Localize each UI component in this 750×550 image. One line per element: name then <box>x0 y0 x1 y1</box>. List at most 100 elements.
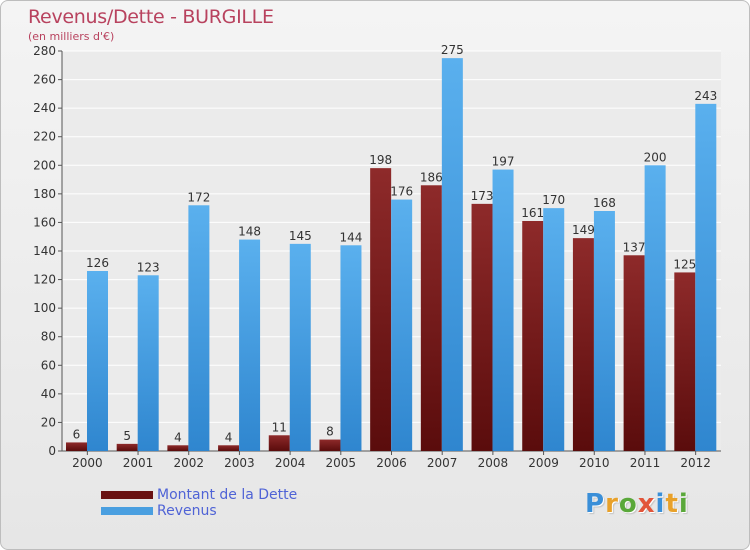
logo-letter: x <box>637 489 656 519</box>
data-label-debt: 4 <box>225 430 233 444</box>
bar-debt <box>319 439 341 451</box>
bar-revenus <box>593 211 615 451</box>
data-label-revenus: 200 <box>644 150 667 164</box>
data-label-revenus: 168 <box>593 196 616 210</box>
data-label-debt: 6 <box>73 427 81 441</box>
y-tick-label: 220 <box>33 130 56 144</box>
y-tick-label: 20 <box>41 415 56 429</box>
x-tick-label: 2004 <box>275 456 306 470</box>
bar-debt <box>572 238 594 451</box>
x-tick-label: 2000 <box>72 456 103 470</box>
y-tick-label: 140 <box>33 244 56 258</box>
chart-title: Revenus/Dette - BURGILLE <box>28 6 274 28</box>
bars <box>66 58 717 452</box>
legend-item-debt: Montant de la Dette <box>101 487 297 503</box>
bar-revenus <box>340 245 362 451</box>
y-tick-label: 0 <box>48 444 56 458</box>
proxiti-logo: Proxiti <box>585 489 689 519</box>
legend-item-revenus: Revenus <box>101 503 297 519</box>
y-tick-label: 260 <box>33 73 56 87</box>
bar-revenus <box>492 169 514 452</box>
y-tick-label: 120 <box>33 273 56 287</box>
x-tick-label: 2010 <box>579 456 610 470</box>
bar-debt <box>66 442 87 451</box>
logo-letter: P <box>585 489 606 519</box>
logo-letter: i <box>678 489 689 519</box>
bar-debt <box>167 445 189 451</box>
data-label-revenus: 123 <box>137 260 160 274</box>
logo-letter: o <box>618 489 638 519</box>
x-tick-label: 2009 <box>528 456 559 470</box>
y-tick-label: 200 <box>33 158 56 172</box>
logo-letter: t <box>665 489 679 519</box>
x-tick-label: 2006 <box>376 456 407 470</box>
x-tick-label: 2007 <box>427 456 458 470</box>
x-tick-label: 2003 <box>224 456 255 470</box>
bar-debt <box>116 443 138 451</box>
data-label-revenus: 148 <box>238 225 261 239</box>
bar-debt <box>623 255 645 451</box>
data-label-revenus: 126 <box>86 256 109 270</box>
y-tick-label: 80 <box>41 330 56 344</box>
bar-debt <box>471 203 493 451</box>
logo-letter: r <box>605 489 619 519</box>
bar-revenus <box>644 165 666 452</box>
bar-debt <box>218 445 240 451</box>
data-label-debt: 198 <box>369 153 392 167</box>
bar-debt <box>268 435 290 451</box>
bar-debt <box>522 221 544 451</box>
data-label-debt: 11 <box>272 420 287 434</box>
data-label-revenus: 172 <box>187 190 210 204</box>
bar-revenus <box>543 208 565 451</box>
x-tick-label: 2005 <box>326 456 357 470</box>
data-label-debt: 4 <box>174 430 182 444</box>
data-label-revenus: 144 <box>340 230 363 244</box>
x-tick-label: 2011 <box>630 456 661 470</box>
x-tick-label: 2008 <box>478 456 509 470</box>
bar-debt <box>420 185 442 452</box>
bar-debt <box>370 168 392 451</box>
data-label-debt: 8 <box>326 425 334 439</box>
bar-revenus <box>137 275 159 451</box>
data-labels: 6 126 5 123 4 172 4 148 11 145 8 144 198 176 186 275 173… <box>73 43 718 444</box>
legend-swatch-revenus <box>101 507 153 515</box>
x-tick-label: 2001 <box>123 456 154 470</box>
x-tick-label: 2012 <box>680 456 711 470</box>
data-label-debt: 149 <box>572 223 595 237</box>
y-tick-label: 180 <box>33 187 56 201</box>
data-label-revenus: 176 <box>390 185 413 199</box>
legend-label-revenus: Revenus <box>157 503 217 519</box>
y-tick-label: 160 <box>33 215 56 229</box>
data-label-revenus: 243 <box>694 89 717 103</box>
data-label-debt: 173 <box>471 189 494 203</box>
bar-revenus <box>188 205 210 451</box>
y-tick-label: 40 <box>41 387 56 401</box>
legend-label-debt: Montant de la Dette <box>157 487 298 503</box>
data-label-debt: 186 <box>420 170 443 184</box>
chart-subtitle: (en milliers d'€) <box>28 30 115 43</box>
y-tick-label: 240 <box>33 101 56 115</box>
legend: Montant de la Dette Revenus <box>101 487 297 519</box>
bar-debt <box>674 272 696 451</box>
bar-revenus <box>695 103 717 451</box>
data-label-debt: 137 <box>623 240 646 254</box>
y-tick-label: 60 <box>41 358 56 372</box>
y-tick-label: 100 <box>33 301 56 315</box>
data-label-revenus: 145 <box>289 229 312 243</box>
bar-revenus <box>87 271 108 451</box>
bar-revenus <box>441 58 463 452</box>
bar-revenus <box>239 239 261 451</box>
data-label-revenus: 197 <box>492 155 515 169</box>
data-label-debt: 125 <box>673 257 696 271</box>
data-label-revenus: 170 <box>542 193 565 207</box>
bar-revenus <box>391 199 413 451</box>
bar-revenus <box>289 243 311 451</box>
data-label-debt: 5 <box>123 429 131 443</box>
data-label-debt: 161 <box>521 206 544 220</box>
x-tick-label: 2002 <box>173 456 204 470</box>
y-tick-label: 280 <box>33 44 56 58</box>
legend-swatch-debt <box>101 491 153 499</box>
logo-letter: i <box>655 489 666 519</box>
